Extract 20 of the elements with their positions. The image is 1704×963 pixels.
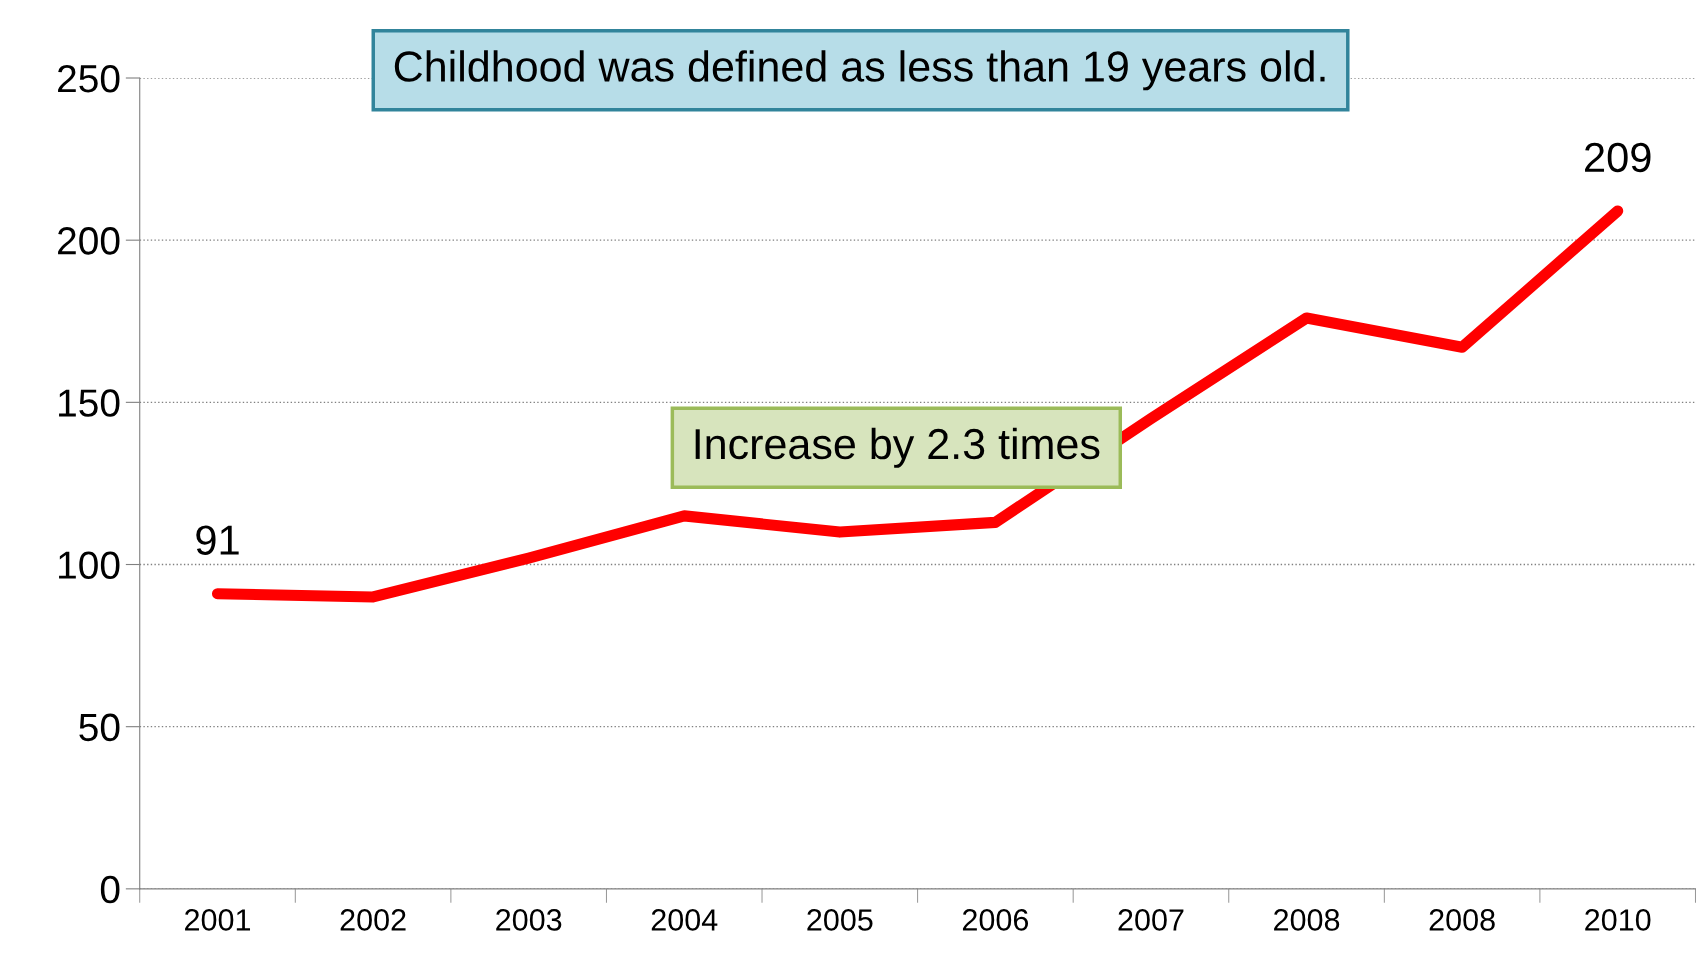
x-tick-label: 2007 (1118, 909, 1184, 931)
x-tick-label: 2005 (807, 909, 873, 931)
y-tick-label: 200 (58, 227, 120, 255)
y-tick-label: 100 (59, 551, 120, 579)
annotation: Increase by 2.3 times (695, 427, 1100, 468)
x-tick-label: 2001 (185, 909, 251, 931)
x-tick-label: 2008 (1429, 909, 1495, 931)
text: 91 (196, 525, 239, 555)
x-tick-label: 2004 (651, 909, 718, 931)
text: 209 (1585, 142, 1651, 173)
annotation: Childhood was defined as less than 19 years old. (394, 50, 1325, 91)
y-tick-label: 50 (79, 713, 120, 742)
y-tick-label: 150 (59, 389, 120, 417)
x-tick-label: 2008 (1274, 909, 1340, 931)
y-tick-label: 250 (58, 64, 120, 93)
x-tick-label: 2006 (962, 909, 1029, 931)
x-tick-label: 2002 (340, 909, 406, 931)
x-tick-label: 2010 (1585, 909, 1651, 931)
x-tick-label: 2003 (496, 909, 562, 931)
y-tick-label: 0 (100, 875, 120, 904)
